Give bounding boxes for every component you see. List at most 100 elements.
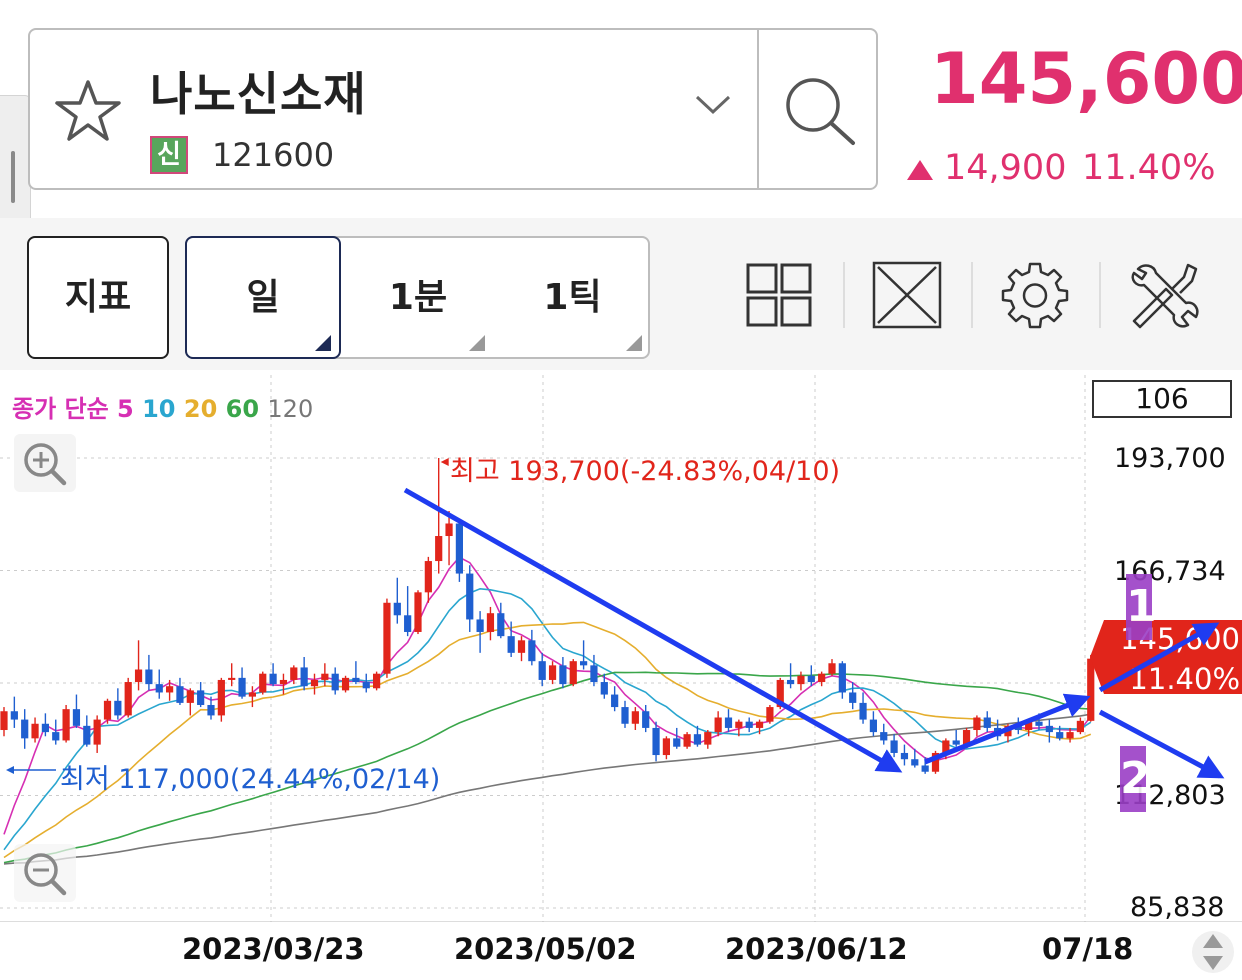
candle-body xyxy=(414,592,422,632)
stock-name[interactable]: 나노신소재 xyxy=(150,67,367,121)
candle-body xyxy=(31,723,39,739)
annotation-number-1: 1 xyxy=(1126,574,1157,640)
annotation-number-2: 2 xyxy=(1120,746,1151,812)
corner-triangle-icon xyxy=(469,335,485,351)
candle-body xyxy=(93,719,101,745)
candle-body xyxy=(124,682,132,716)
candle-body xyxy=(331,673,339,691)
grid-layout-icon[interactable] xyxy=(746,263,812,327)
corner-triangle-icon xyxy=(315,335,331,351)
divider xyxy=(843,262,845,328)
legend-ma20: 20 xyxy=(183,395,218,423)
candle-body xyxy=(41,723,49,733)
candle-body xyxy=(228,677,236,680)
minute-period-button[interactable]: 1분 xyxy=(341,236,495,359)
candle-body xyxy=(393,602,401,616)
ma120-line xyxy=(3,713,1091,865)
candle-body xyxy=(714,717,722,733)
candle-body xyxy=(1076,720,1084,733)
candle-body xyxy=(931,752,940,772)
candle-body xyxy=(838,663,846,693)
daily-period-button[interactable]: 일 xyxy=(185,236,341,359)
candle-body xyxy=(507,636,515,653)
candle-body xyxy=(1045,725,1053,733)
candle-body xyxy=(869,719,877,733)
stock-code: 121600 xyxy=(212,136,335,174)
candle-body xyxy=(373,673,381,689)
tools-icon[interactable] xyxy=(1128,261,1200,329)
zoom-in-icon[interactable] xyxy=(14,434,76,492)
candle-body xyxy=(269,673,277,685)
candle-body xyxy=(300,667,308,687)
candle-body xyxy=(435,536,443,562)
candle-body xyxy=(849,692,857,703)
legend-prefix: 종가 단순 xyxy=(12,395,109,423)
candle-body xyxy=(942,740,950,753)
ma-legend[interactable]: 종가 단순 5 10 20 60 120 xyxy=(12,389,313,424)
candle-body xyxy=(652,727,660,756)
candle-body xyxy=(880,732,888,741)
candle-body xyxy=(921,765,929,772)
candle-body xyxy=(590,665,598,683)
candle-body xyxy=(611,694,619,708)
candle-body xyxy=(476,619,484,632)
candle-body xyxy=(321,673,329,680)
legend-ma5: 5 xyxy=(117,395,134,423)
price-change: 14,900 xyxy=(944,148,1067,188)
chart-grid xyxy=(0,375,1242,922)
expand-icon[interactable] xyxy=(872,261,942,329)
candle-body xyxy=(62,709,70,741)
candle-body xyxy=(548,665,557,680)
legend-ma60: 60 xyxy=(225,395,260,423)
scroll-arrows-icon[interactable] xyxy=(1190,928,1236,976)
daily-label: 일 xyxy=(246,277,280,318)
candle-body xyxy=(621,707,629,724)
candle-body xyxy=(134,669,143,683)
ma10-line xyxy=(3,587,1092,851)
candle-body xyxy=(776,679,784,708)
candle-body xyxy=(745,721,753,728)
candle-body xyxy=(911,759,919,766)
candle-body xyxy=(21,719,29,739)
downtrend-arrow xyxy=(403,487,903,773)
chevron-down-icon[interactable] xyxy=(694,92,732,118)
zoom-out-icon[interactable] xyxy=(14,844,76,902)
candle-body xyxy=(383,602,391,674)
last-percent-label: 11.40% xyxy=(1129,662,1240,696)
candlestick-series xyxy=(0,458,1095,774)
search-icon[interactable] xyxy=(782,74,858,150)
candle-body xyxy=(642,711,650,728)
candle-body xyxy=(10,711,18,720)
x-tick-label: 2023/03/23 xyxy=(182,932,365,966)
price-chart[interactable] xyxy=(0,370,1242,922)
candle-body xyxy=(52,732,60,741)
candle-body xyxy=(973,717,981,731)
candle-body xyxy=(103,700,112,720)
candle-body xyxy=(166,686,174,693)
candle-body xyxy=(466,573,474,620)
candle-body xyxy=(259,673,267,693)
legend-ma120: 120 xyxy=(267,395,314,423)
new-listing-badge: 신 xyxy=(150,136,188,174)
candle-body xyxy=(704,732,712,745)
gear-icon[interactable] xyxy=(1000,261,1070,329)
candle-body xyxy=(952,740,960,745)
divider xyxy=(971,262,973,328)
candle-body xyxy=(528,640,536,662)
rebound-arrow xyxy=(924,693,1091,765)
visible-candle-count[interactable]: 106 xyxy=(1092,380,1232,418)
star-icon[interactable] xyxy=(52,78,124,144)
low-marker-arrow xyxy=(6,766,14,774)
price-change-percent: 11.40% xyxy=(1082,148,1216,188)
candle-body xyxy=(818,673,826,683)
y-tick-label: 85,838 xyxy=(1130,892,1225,923)
grip-icon xyxy=(11,151,15,203)
indicator-button[interactable]: 지표 xyxy=(27,236,169,359)
candle-body xyxy=(445,523,453,537)
tick-period-button[interactable]: 1틱 xyxy=(495,236,650,359)
low-annotation: 최저 117,000(24.44%,02/14) xyxy=(60,764,441,795)
candle-body xyxy=(217,679,225,716)
candle-body xyxy=(962,730,971,745)
candle-body xyxy=(890,740,898,753)
candle-body xyxy=(683,734,691,747)
